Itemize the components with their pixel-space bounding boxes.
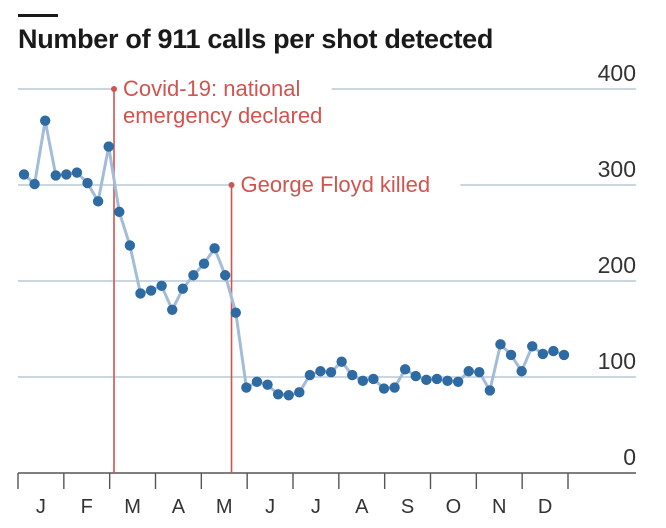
series-line [22,119,565,397]
data-point [50,170,61,181]
data-point [474,367,485,378]
data-point [262,379,273,390]
y-tick-label-100: 100 [598,348,636,374]
data-point [177,283,189,294]
data-point [145,285,157,296]
data-point [527,341,538,352]
data-point [294,387,305,398]
annotation-backing [116,75,332,133]
data-point [347,369,358,381]
data-point [71,167,83,178]
data-point [368,373,379,385]
x-tick-label-m: M [124,496,141,518]
data-point [315,366,326,377]
y-tick-label-0: 0 [623,444,636,470]
y-tick-label-400: 400 [598,60,636,86]
data-point [61,169,72,180]
data-point [537,348,549,360]
data-point [198,258,210,269]
annotation-dot-2 [228,182,235,188]
data-point [283,390,294,401]
data-point [135,288,146,299]
x-tick-label-s: S [401,496,414,518]
data-point [92,196,104,207]
x-tick-label-j: J [265,496,275,518]
x-tick-label-d: D [538,496,552,518]
data-point [156,280,167,291]
data-point [463,366,474,377]
chart-title: Number of 911 calls per shot detected [18,24,494,54]
data-point [452,376,464,387]
data-point [304,369,316,381]
data-point [188,270,199,281]
data-point [251,376,263,387]
data-point [558,349,570,361]
data-point [114,206,125,218]
data-point [442,375,453,387]
data-point [209,243,220,254]
data-point [421,374,432,386]
data-point [548,345,559,357]
x-tick-label-a: A [355,496,369,518]
data-point [399,364,411,375]
data-point [389,382,400,393]
title-rule [18,14,58,17]
data-point [272,389,284,400]
annotation-backing [233,171,461,202]
x-tick-label-n: N [492,496,506,518]
data-point [336,356,347,367]
annotation-label-1: Covid-19: national [123,76,300,101]
y-tick-label-300: 300 [598,156,636,182]
x-tick-label-j: J [311,496,321,518]
x-tick-label-m: M [216,496,233,518]
y-tick-label-200: 200 [598,252,636,278]
data-point [103,141,114,152]
data-point [39,115,51,126]
x-tick-label-j: J [36,496,46,518]
x-tick-label-a: A [172,496,186,518]
annotation-label-1: emergency declared [123,103,322,128]
data-point [357,375,369,387]
data-point [18,169,30,180]
x-tick-label-f: F [81,496,93,518]
annotation-dot-1 [111,86,117,92]
data-point [325,367,337,378]
data-point [516,366,527,377]
data-point [241,382,252,393]
data-point [124,240,136,251]
data-point [495,339,506,350]
data-point [167,304,178,315]
data-point [505,349,517,361]
data-point [431,373,443,385]
data-point [219,270,231,281]
data-point [82,177,93,189]
x-tick-label-o: O [446,496,462,518]
annotation-label-2: George Floyd killed [241,172,431,197]
data-point [29,178,40,190]
data-point [378,383,390,394]
data-point [410,370,421,382]
data-point [484,385,496,396]
data-point [230,307,241,318]
